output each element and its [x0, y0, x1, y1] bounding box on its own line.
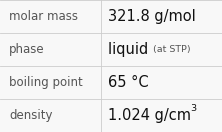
Text: boiling point: boiling point	[9, 76, 83, 89]
Text: 321.8 g/mol: 321.8 g/mol	[108, 9, 195, 24]
Text: 65 °C: 65 °C	[108, 75, 148, 90]
Text: liquid: liquid	[108, 42, 153, 57]
Text: 1.024 g/cm: 1.024 g/cm	[108, 108, 191, 123]
Text: density: density	[9, 109, 52, 122]
Text: phase: phase	[9, 43, 44, 56]
Text: molar mass: molar mass	[9, 10, 78, 23]
Text: (at STP): (at STP)	[153, 45, 190, 54]
Text: 3: 3	[191, 104, 197, 113]
